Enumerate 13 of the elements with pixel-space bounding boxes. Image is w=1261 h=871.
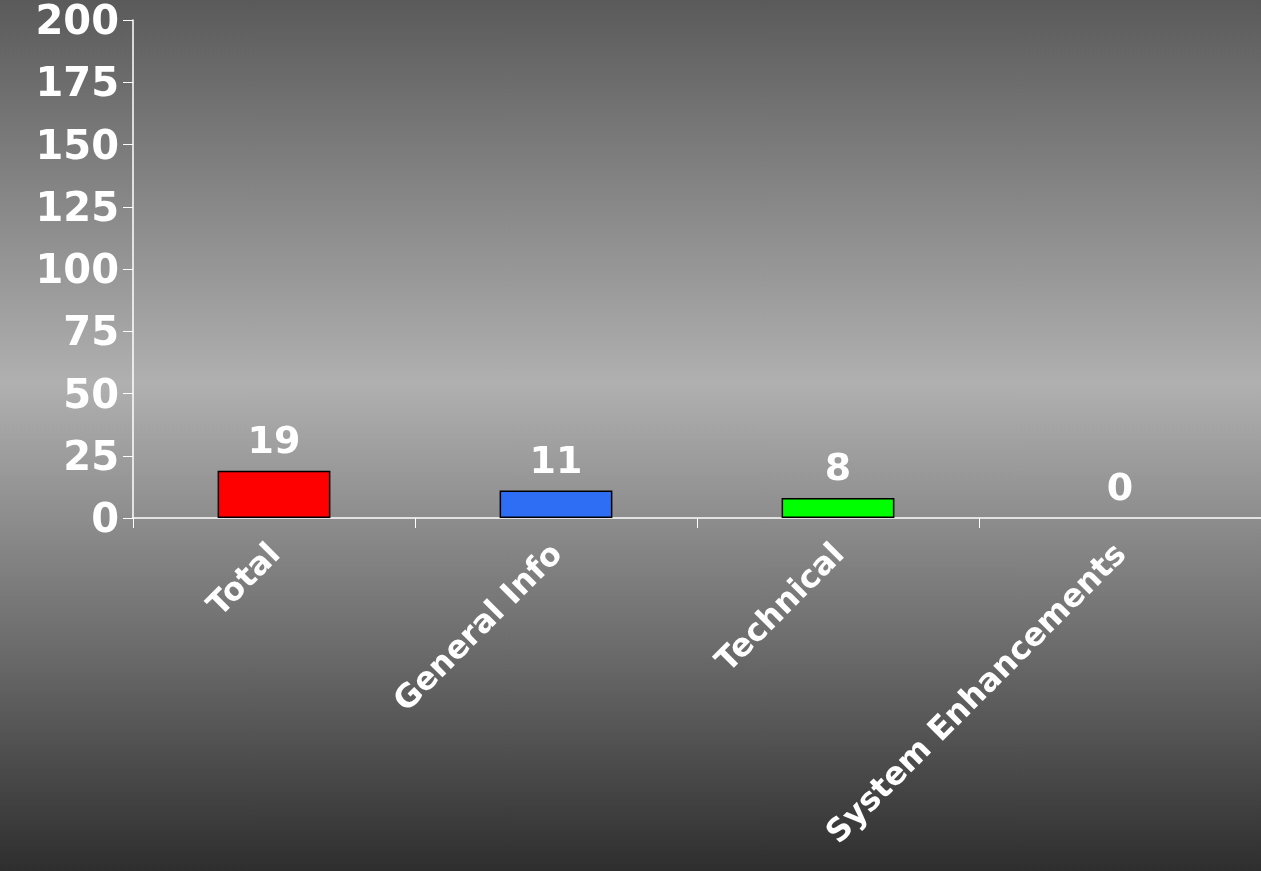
- y-tick-label: 75: [63, 308, 119, 355]
- y-tick-label: 200: [35, 0, 119, 43]
- y-tick-label: 25: [63, 432, 119, 479]
- y-tick-label: 0: [91, 495, 119, 541]
- data-label: 8: [824, 445, 852, 490]
- y-tick-label: 150: [35, 121, 119, 168]
- y-tick-label: 125: [35, 183, 119, 230]
- y-tick-label: 50: [63, 370, 119, 417]
- y-tick-label: 175: [35, 59, 119, 106]
- data-label: 0: [1106, 465, 1134, 509]
- data-label: 11: [529, 437, 583, 482]
- y-tick-label: 100: [35, 246, 119, 292]
- data-label: 19: [247, 417, 301, 462]
